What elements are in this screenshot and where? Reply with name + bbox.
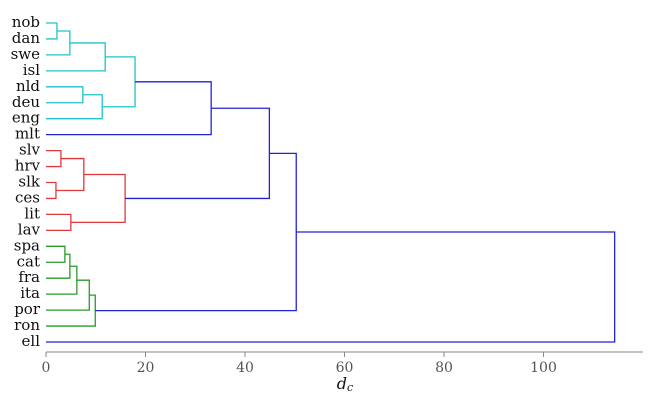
leaf-label: mlt [15,125,40,143]
leaf-label: hrv [15,157,41,175]
x-tick-label: 80 [435,360,453,376]
leaf-label: lit [24,204,40,222]
dendrogram-link [102,56,136,108]
dendrogram-link [46,253,71,279]
dendrogram-link [46,245,66,263]
dendrogram-link [125,107,271,200]
leaf-label: cat [17,252,40,270]
dendrogram-link [46,149,62,168]
leaf-label: nob [12,13,40,31]
leaf-label: por [14,300,41,318]
dendrogram-link [55,157,85,192]
leaf-label: ita [20,284,40,302]
leaf-label: spa [14,236,40,254]
leaf-label: swe [11,45,41,63]
dendrogram-link [46,213,72,231]
x-tick-label: 40 [236,360,254,376]
dendrogram-link [46,279,90,311]
leaf-label: eng [12,109,41,127]
x-axis-label-base: d [337,374,347,393]
x-tick-label: 0 [42,360,51,376]
leaf-label: ell [22,332,41,350]
leaf-label: ces [15,188,40,206]
leaf-label: ron [14,316,40,334]
leaf-label: isl [23,61,40,79]
dendrogram-link [70,173,126,224]
leaf-label: dan [12,29,41,47]
dendrogram-link [46,81,212,136]
x-axis-label: dc [337,374,353,395]
leaf-label: lav [18,220,41,238]
leaf-label: slk [18,173,40,191]
dendrogram-link [46,94,103,120]
dendrogram-link [46,231,616,343]
x-tick-label: 60 [336,360,354,376]
x-axis-label-sub: c [347,381,353,394]
leaf-label: nld [16,77,40,95]
dendrogram-link [46,86,84,104]
dendrogram-link [46,181,57,200]
dendrogram-link [46,30,71,56]
leaf-label: deu [12,93,40,111]
leaf-label: slv [19,141,40,159]
dendrogram-link [46,42,106,72]
x-tick-label: 20 [137,360,155,376]
leaf-label: fra [18,268,40,286]
x-tick-label: 100 [530,360,557,376]
dendrogram-link [46,22,58,40]
dendrogram-link [95,152,297,312]
dendrogram-link [46,265,78,295]
